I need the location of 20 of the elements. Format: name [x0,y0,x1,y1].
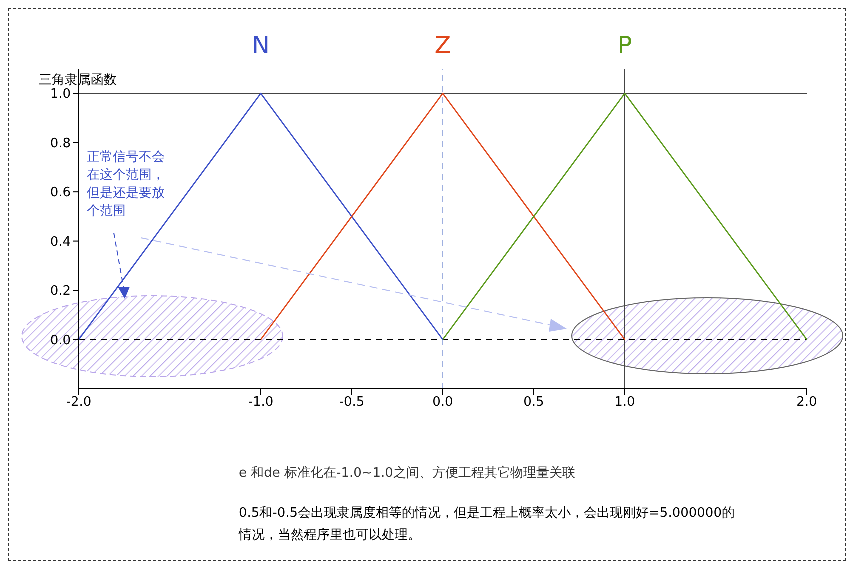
x-tick-label: 2.0 [796,395,818,410]
text: e 和de 标准化在-1.0~1.0之间、方便工程其它物理量关联 [239,465,576,482]
x-tick-label: -1.0 [248,395,274,410]
x-tick-label: -2.0 [66,395,92,410]
chart-title: 三角隶属函数 [39,72,117,88]
y-tick-label: 0.4 [50,234,71,250]
series-label: Z [434,32,452,60]
x-tick-label: -0.5 [339,395,365,410]
x-tick-label: 0.5 [524,395,544,410]
y-tick-label: 0.0 [50,333,71,348]
y-tick-label: 1.0 [50,87,71,102]
y-tick-label: 0.2 [50,284,71,300]
text: 0.5和-0.5会出现隶属度相等的情况，但是工程上概率太小，会出现刚好=5.000000的情况，当然程序里也可以处理。 [239,505,736,545]
series-label: P [618,32,632,60]
y-tick-label: 0.8 [50,136,71,152]
series-label: N [252,32,270,60]
x-tick-label: 0.0 [432,395,454,410]
x-tick-label: 1.0 [614,395,636,410]
annotation: 正常信号不会在这个范围，但是还是要放个范围 [87,149,166,221]
y-tick-label: 0.6 [50,186,71,201]
